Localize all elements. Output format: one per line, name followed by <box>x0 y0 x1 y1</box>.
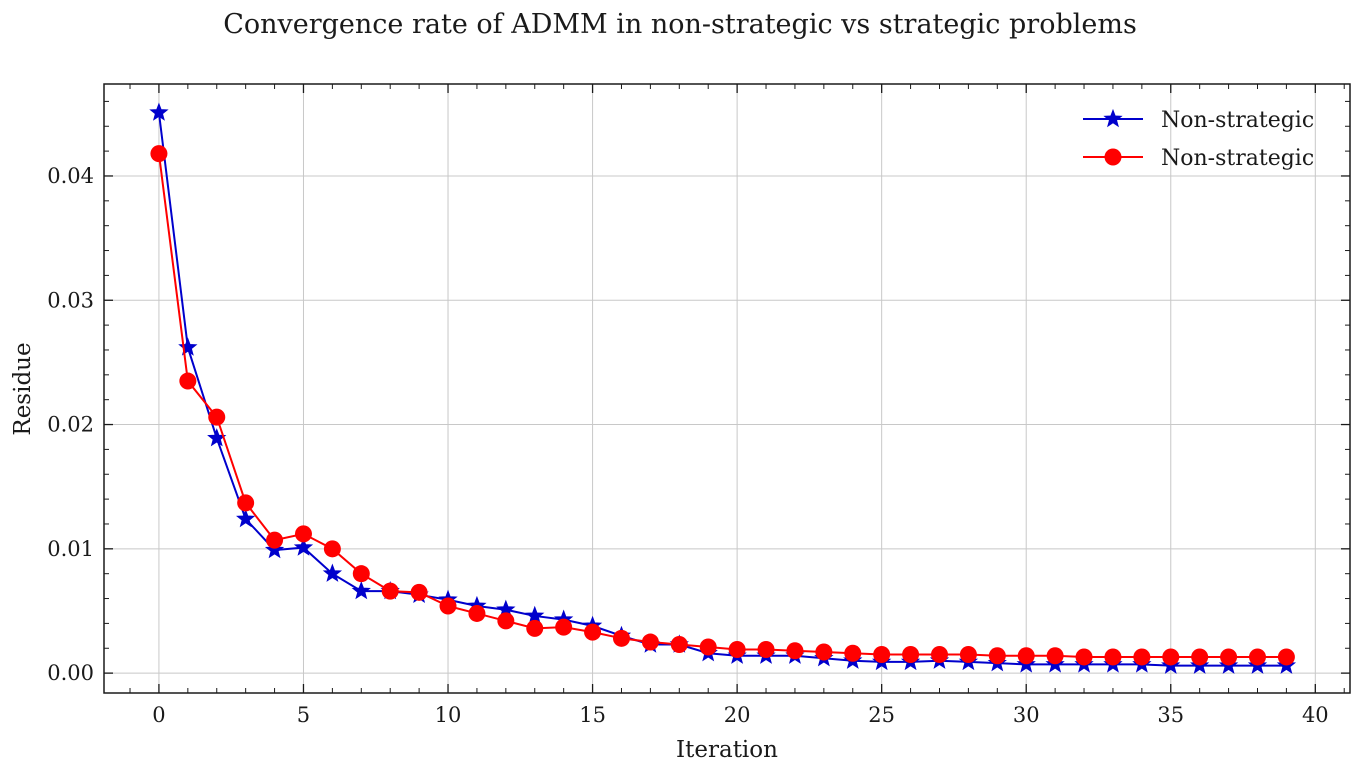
data-point <box>468 604 486 622</box>
series-1 <box>149 102 1297 674</box>
data-point <box>699 638 717 656</box>
data-point <box>497 612 515 630</box>
legend-marker <box>1104 148 1122 166</box>
data-point <box>237 494 255 512</box>
x-axis-label: Iteration <box>676 737 778 763</box>
data-point <box>1248 648 1266 666</box>
data-point <box>555 618 573 636</box>
data-point <box>873 645 891 663</box>
data-point <box>236 508 256 528</box>
data-point <box>149 102 169 121</box>
data-point <box>323 540 341 558</box>
x-tick-label: 10 <box>435 703 462 727</box>
data-point <box>641 633 659 651</box>
data-point <box>612 629 630 647</box>
data-point <box>410 583 428 601</box>
x-tick-label: 5 <box>297 703 310 727</box>
plot-frame <box>103 83 1351 694</box>
data-point <box>208 408 226 426</box>
data-point <box>959 645 977 663</box>
legend-label: Non-strategic <box>1161 146 1314 171</box>
data-point <box>1046 647 1064 665</box>
x-tick-label: 20 <box>724 703 751 727</box>
y-tick-label: 0.02 <box>47 413 94 437</box>
data-point <box>1133 648 1151 666</box>
data-point <box>1017 647 1035 665</box>
data-point <box>815 643 833 661</box>
grid <box>104 84 1350 693</box>
data-point <box>728 641 746 658</box>
data-point <box>584 623 602 641</box>
x-tick-label: 30 <box>1013 703 1040 727</box>
data-point <box>351 580 371 600</box>
legend-item: Non-strategic <box>1083 146 1314 171</box>
legend-marker <box>1103 108 1123 128</box>
data-point <box>352 565 370 583</box>
y-tick-label: 0.03 <box>47 288 94 312</box>
data-point <box>264 539 285 559</box>
data-point <box>902 645 920 663</box>
data-point <box>293 537 314 556</box>
x-tick-label: 40 <box>1302 703 1329 727</box>
data-point <box>844 644 862 662</box>
data-point <box>525 605 545 625</box>
data-point <box>1075 648 1093 666</box>
data-point <box>1191 648 1209 666</box>
data-point <box>526 619 544 637</box>
series-line <box>157 112 1287 667</box>
data-point <box>439 597 457 615</box>
legend-item: Non-strategic <box>1083 108 1314 133</box>
y-tick-label: 0.01 <box>47 537 94 561</box>
data-point <box>670 636 688 654</box>
x-tick-label: 15 <box>579 703 606 727</box>
data-point <box>1162 648 1180 666</box>
data-point <box>1104 648 1122 666</box>
x-tick-label: 0 <box>152 703 165 727</box>
series-2 <box>150 145 1295 666</box>
x-tick-label: 25 <box>868 703 895 727</box>
legend-label: Non-strategic <box>1161 108 1314 133</box>
data-point <box>178 337 198 356</box>
axis-ticks: 0 5 10 15 20 25 30 35 40 0.00 0.01 0.02 0.03 0.04 <box>47 84 1350 727</box>
data-point <box>294 525 312 543</box>
legend: Non-strategic Non-strategic <box>1083 108 1314 171</box>
chart-title: Convergence rate of ADMM in non-strategi… <box>223 9 1137 40</box>
data-point <box>1277 648 1295 666</box>
data-point <box>988 647 1006 665</box>
data-point <box>322 563 343 582</box>
data-point <box>1220 648 1238 666</box>
data-point <box>930 645 948 663</box>
series-line <box>157 153 1287 658</box>
data-point <box>150 145 168 163</box>
x-tick-label: 35 <box>1157 703 1184 727</box>
y-axis-label: Residue <box>10 342 36 435</box>
data-point <box>786 642 804 660</box>
series-layer <box>149 102 1297 674</box>
data-point <box>381 582 399 600</box>
y-tick-label: 0.00 <box>47 661 94 685</box>
data-point <box>266 531 284 549</box>
y-tick-label: 0.04 <box>47 164 94 188</box>
data-point <box>757 641 775 658</box>
data-point <box>179 372 197 390</box>
